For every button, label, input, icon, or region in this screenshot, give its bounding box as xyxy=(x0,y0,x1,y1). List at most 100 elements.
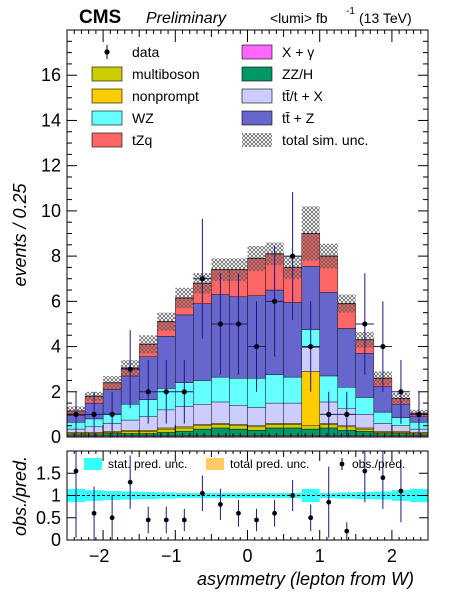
bar-multiboson xyxy=(301,425,320,430)
ratio-point xyxy=(398,488,404,494)
stat-unc-band xyxy=(337,492,356,499)
data-point xyxy=(326,411,332,417)
y-tick-label: 16 xyxy=(41,65,61,85)
bar-WZ xyxy=(265,374,284,404)
total-unc-band xyxy=(211,258,230,281)
bar-ZZ_H xyxy=(229,428,248,437)
data-point xyxy=(217,321,224,327)
y-tick-label: 8 xyxy=(51,246,61,266)
bar-multiboson xyxy=(138,431,158,434)
data-point xyxy=(73,411,79,417)
bar-ZZ_H xyxy=(193,428,212,437)
legend-swatch-X_gamma xyxy=(241,44,273,60)
x-tick-label: −1 xyxy=(161,546,182,566)
y-tick-label: 2 xyxy=(51,382,61,402)
bar-WZ xyxy=(211,376,230,403)
ratio-point xyxy=(254,517,259,523)
legend-label: tZq xyxy=(132,132,152,148)
x-tick-label: 0 xyxy=(242,546,252,566)
ratio-point xyxy=(145,517,151,523)
data-point xyxy=(398,389,404,395)
data-point xyxy=(235,321,242,327)
ratio-point xyxy=(344,528,350,534)
legend-label: total sim. unc. xyxy=(282,132,368,148)
y-tick-label: 12 xyxy=(41,156,61,176)
ratio-point xyxy=(199,490,205,496)
ratio-point xyxy=(236,510,241,516)
bar-ZZ_H xyxy=(138,433,158,437)
energy-label: (13 TeV) xyxy=(359,10,412,26)
bar-WZ xyxy=(193,380,212,405)
y-axis-title: events / 0.25 xyxy=(10,182,30,286)
status-label: Preliminary xyxy=(146,10,227,27)
bar-ZZ_H xyxy=(175,431,194,437)
ratio-y-tick-label: 1.5 xyxy=(36,463,61,483)
y-tick-label: 10 xyxy=(41,201,61,221)
x-tick-label: 2 xyxy=(387,546,397,566)
legend-label: ZZ/H xyxy=(282,66,313,82)
y-tick-label: 6 xyxy=(51,291,61,311)
legend-swatch-multiboson xyxy=(91,66,123,82)
legend-swatch-WZ xyxy=(91,110,123,126)
total-unc-band xyxy=(139,335,158,354)
lumi-exponent: -1 xyxy=(346,6,355,17)
bar-ZZ_H xyxy=(247,430,266,437)
ratio-uncertainty-band xyxy=(67,488,428,503)
total-unc-band xyxy=(103,375,122,390)
bar-ttbar_t_X xyxy=(265,402,284,424)
legend-swatch-ttbar_t_X xyxy=(241,88,273,104)
data-point xyxy=(253,343,260,350)
data-point xyxy=(362,321,368,327)
bar-multiboson xyxy=(175,427,194,432)
legend-label: tt̄/t + X xyxy=(282,88,324,104)
bar-multiboson xyxy=(355,428,375,432)
legend-marker xyxy=(104,49,110,55)
total-unc-band xyxy=(157,312,176,331)
bar-ttbar_t_X xyxy=(120,419,140,431)
bar-WZ xyxy=(229,378,248,406)
bar-multiboson xyxy=(247,426,266,431)
ratio-point xyxy=(181,517,187,523)
data-point xyxy=(109,411,115,417)
main-axes: 0 2 4 6 8 10 12 14 16 xyxy=(41,30,429,447)
ratio-legend: stat. pred. unc. total pred. unc. obs./pre… xyxy=(84,457,405,471)
ratio-legend-label: stat. pred. unc. xyxy=(108,457,187,471)
data-point xyxy=(271,298,278,304)
bar-multiboson xyxy=(211,424,230,429)
bar-ZZ_H xyxy=(373,433,393,437)
data-point xyxy=(91,411,97,417)
bar-ttbar_Z xyxy=(337,328,356,388)
ratio-y-tick-label: 1 xyxy=(51,486,61,506)
bar-multiboson xyxy=(265,424,284,429)
ratio-legend-swatch-stat_unc xyxy=(84,458,102,470)
data-points xyxy=(67,192,428,437)
x-tick-label: 1 xyxy=(315,546,325,566)
ratio-point xyxy=(218,502,223,507)
bar-ZZ_H xyxy=(391,433,411,437)
lumi-label: <lumi> fb xyxy=(270,10,328,26)
data-point xyxy=(344,411,350,417)
ratio-points xyxy=(73,451,404,540)
ratio-point xyxy=(109,515,115,521)
stat-unc-band xyxy=(247,492,266,499)
legend-swatch-ZZ_H xyxy=(241,66,273,82)
bar-ZZ_H xyxy=(157,432,176,437)
bar-ttbar_t_X xyxy=(247,407,266,426)
bar-ZZ_H xyxy=(283,427,302,437)
ratio-point xyxy=(91,510,97,516)
ratio-point xyxy=(163,517,169,523)
y-tick-label: 0 xyxy=(51,427,61,447)
data-point xyxy=(127,366,133,372)
ratio-y-axis-title: obs./pred. xyxy=(10,456,30,536)
bar-ZZ_H xyxy=(355,431,375,437)
legend-label: nonprompt xyxy=(132,88,199,104)
legend-label: WZ xyxy=(132,110,154,126)
bar-WZ xyxy=(355,397,375,415)
data-point xyxy=(181,389,187,395)
bar-multiboson xyxy=(157,428,176,433)
ratio-point xyxy=(362,468,368,474)
experiment-label: CMS xyxy=(79,7,121,28)
ratio-point xyxy=(380,475,386,481)
bar-ttbar_t_X xyxy=(229,405,248,425)
